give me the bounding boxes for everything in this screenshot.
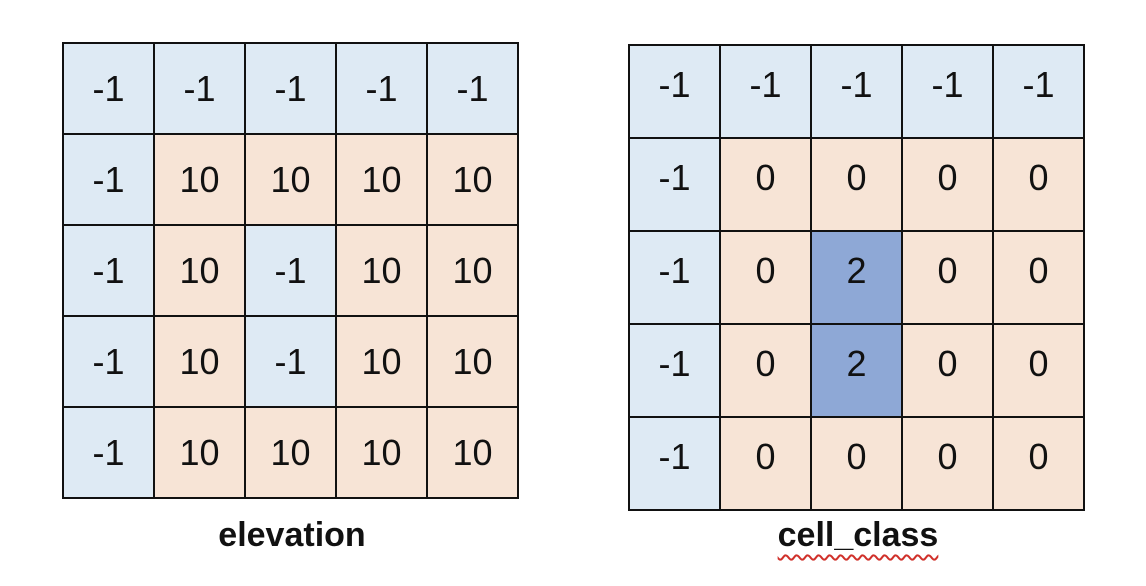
- elevation-cell: 10: [246, 135, 337, 226]
- cell-class-grid: -1 -1 -1 -1 -1 -1 0 0 0 0 -1 0 2 0 0 -1 0 2 0 0 -1 0 0 0 0: [628, 44, 1085, 511]
- cell-class-cell: -1: [630, 46, 721, 139]
- elevation-grid: -1 -1 -1 -1 -1 -1 10 10 10 10 -1 10 -1 10 10 -1 10 -1 10 10…: [62, 42, 519, 499]
- elevation-cell: -1: [246, 226, 337, 317]
- elevation-cell: -1: [246, 317, 337, 408]
- cell-class-cell: -1: [812, 46, 903, 139]
- elevation-cell: 10: [337, 317, 428, 408]
- cell-class-cell: 0: [721, 325, 812, 418]
- elevation-cell: 10: [337, 135, 428, 226]
- elevation-cell: -1: [428, 44, 519, 135]
- cell-class-cell: -1: [630, 418, 721, 511]
- elevation-cell: 10: [155, 408, 246, 499]
- cell-class-cell: 0: [994, 232, 1085, 325]
- cell-class-cell: -1: [630, 139, 721, 232]
- cell-class-cell: 0: [812, 139, 903, 232]
- cell-class-cell: 0: [994, 325, 1085, 418]
- cell-class-cell: 0: [903, 232, 994, 325]
- elevation-cell: -1: [64, 408, 155, 499]
- cell-class-cell: 2: [812, 325, 903, 418]
- cell-class-cell: -1: [903, 46, 994, 139]
- elevation-cell: -1: [64, 135, 155, 226]
- elevation-cell: 10: [246, 408, 337, 499]
- elevation-cell: 10: [428, 135, 519, 226]
- elevation-caption: elevation: [218, 516, 366, 554]
- elevation-cell: -1: [337, 44, 428, 135]
- cell-class-cell: 0: [721, 418, 812, 511]
- elevation-cell: 10: [337, 226, 428, 317]
- elevation-cell: -1: [246, 44, 337, 135]
- elevation-cell: 10: [155, 135, 246, 226]
- elevation-cell: 10: [428, 408, 519, 499]
- elevation-cell: -1: [155, 44, 246, 135]
- elevation-cell: -1: [64, 317, 155, 408]
- elevation-cell: -1: [64, 226, 155, 317]
- cell-class-cell: -1: [630, 232, 721, 325]
- cell-class-cell: 0: [812, 418, 903, 511]
- cell-class-cell: 0: [903, 325, 994, 418]
- cell-class-cell: 0: [721, 232, 812, 325]
- elevation-cell: 10: [428, 226, 519, 317]
- cell-class-cell: 0: [903, 139, 994, 232]
- cell-class-cell: -1: [994, 46, 1085, 139]
- cell-class-caption: cell_class: [777, 516, 939, 554]
- elevation-cell: 10: [337, 408, 428, 499]
- cell-class-cell: 0: [994, 139, 1085, 232]
- elevation-cell: 10: [428, 317, 519, 408]
- cell-class-cell: 2: [812, 232, 903, 325]
- cell-class-cell: 0: [721, 139, 812, 232]
- cell-class-cell: -1: [630, 325, 721, 418]
- cell-class-cell: 0: [994, 418, 1085, 511]
- cell-class-cell: -1: [721, 46, 812, 139]
- cell-class-cell: 0: [903, 418, 994, 511]
- elevation-cell: 10: [155, 226, 246, 317]
- elevation-cell: -1: [64, 44, 155, 135]
- elevation-cell: 10: [155, 317, 246, 408]
